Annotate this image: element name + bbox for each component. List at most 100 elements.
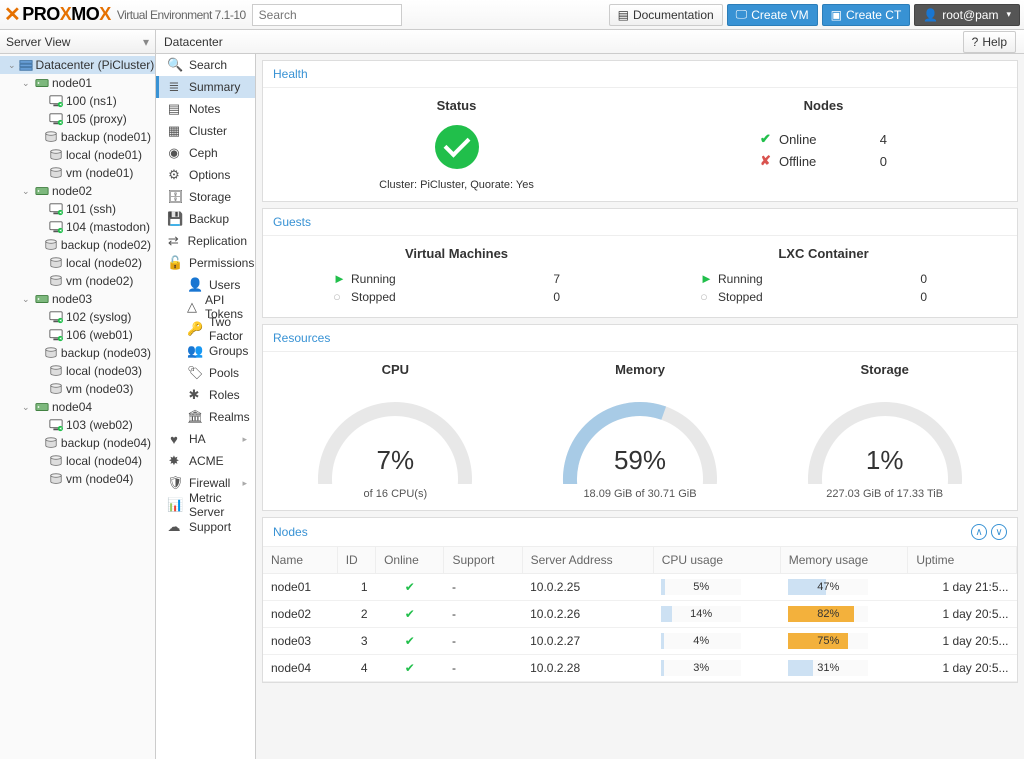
tree-item-vm[interactable]: 102 (syslog) (0, 308, 155, 326)
menu-item-pools[interactable]: 🏷Pools (156, 362, 255, 384)
tree-item-stor[interactable]: local (node02) (0, 254, 155, 272)
tree-item-node[interactable]: ⌄node04 (0, 398, 155, 416)
table-header[interactable]: Memory usage (780, 547, 908, 574)
tree-item-stor[interactable]: backup (node02) (0, 236, 155, 254)
vm-icon (49, 94, 63, 108)
cell-mem: 75% (780, 628, 908, 655)
tree-item-node[interactable]: ⌄node03 (0, 290, 155, 308)
tree-item-stor[interactable]: vm (node04) (0, 470, 155, 488)
tree-item-label: 100 (ns1) (66, 94, 117, 108)
node-icon (35, 292, 49, 306)
tree-item-vm[interactable]: 101 (ssh) (0, 200, 155, 218)
panel-title: Guests (263, 209, 1017, 236)
tree-item-vm[interactable]: 106 (web01) (0, 326, 155, 344)
menu-item-storage[interactable]: 🗄Storage (156, 186, 255, 208)
cell-mem: 31% (780, 655, 908, 682)
chevron-down-icon: ▾ (1006, 9, 1011, 20)
table-row[interactable]: node022✔-10.0.2.2614%82%1 day 20:5... (263, 601, 1017, 628)
table-row[interactable]: node033✔-10.0.2.274%75%1 day 20:5... (263, 628, 1017, 655)
expand-all-button[interactable]: ∨ (991, 524, 1007, 540)
menu-item-label: Notes (189, 102, 220, 116)
gauge-value: 7% (305, 445, 485, 476)
tree-item-vm[interactable]: 100 (ns1) (0, 92, 155, 110)
menu-item-ceph[interactable]: ◉Ceph (156, 142, 255, 164)
tree-item-stor[interactable]: local (node04) (0, 452, 155, 470)
table-row[interactable]: node011✔-10.0.2.255%47%1 day 21:5... (263, 574, 1017, 601)
menu-item-options[interactable]: ⚙Options (156, 164, 255, 186)
table-header[interactable]: Name (263, 547, 337, 574)
cell-id: 2 (337, 601, 375, 628)
menu-item-groups[interactable]: 👥Groups (156, 340, 255, 362)
tree-item-vm[interactable]: 103 (web02) (0, 416, 155, 434)
menu-item-notes[interactable]: ▤Notes (156, 98, 255, 120)
tree-item-vm[interactable]: 104 (mastodon) (0, 218, 155, 236)
caret-icon: ⌄ (22, 402, 32, 413)
tree-item-stor[interactable]: vm (node02) (0, 272, 155, 290)
stopped-icon: ○ (700, 289, 710, 304)
create-vm-button[interactable]: 🖵Create VM (727, 4, 818, 26)
vm-icon (49, 310, 63, 324)
menu-item-ha[interactable]: ♥HA▸ (156, 428, 255, 450)
table-header[interactable]: Support (444, 547, 522, 574)
table-header[interactable]: Online (376, 547, 444, 574)
table-header[interactable]: ID (337, 547, 375, 574)
tree-item-stor[interactable]: vm (node01) (0, 164, 155, 182)
x-icon: ✘ (760, 153, 771, 169)
menu-item-roles[interactable]: ✱Roles (156, 384, 255, 406)
caret-icon: ⌄ (22, 294, 32, 305)
menu-item-replication[interactable]: ⇄Replication (156, 230, 255, 252)
tree-item-dc[interactable]: ⌄Datacenter (PiCluster) (0, 56, 155, 74)
menu-item-permissions[interactable]: 🔓Permissions▸ (156, 252, 255, 274)
menu-item-summary[interactable]: ≣Summary (156, 76, 255, 98)
stor-icon (44, 130, 58, 144)
resource-mem: Memory59%18.09 GiB of 30.71 GiB (518, 362, 763, 500)
gauge: 7% (305, 389, 485, 484)
global-search-input[interactable] (252, 4, 402, 26)
status-heading: Status (273, 98, 640, 113)
menu-item-search[interactable]: 🔍Search (156, 54, 255, 76)
tree-item-stor[interactable]: backup (node03) (0, 344, 155, 362)
tree-item-stor[interactable]: backup (node04) (0, 434, 155, 452)
create-ct-button[interactable]: ▣Create CT (822, 4, 911, 26)
vm-icon (49, 112, 63, 126)
menu-item-label: Options (189, 168, 230, 182)
menu-item-label: Search (189, 58, 227, 72)
tree-item-node[interactable]: ⌄node02 (0, 182, 155, 200)
user-icon: 👤 (187, 277, 201, 293)
table-header[interactable]: Uptime (908, 547, 1017, 574)
cell-uptime: 1 day 20:5... (908, 628, 1017, 655)
table-row[interactable]: node044✔-10.0.2.283%31%1 day 20:5... (263, 655, 1017, 682)
menu-item-support[interactable]: ☁Support (156, 516, 255, 538)
view-selector[interactable]: Server View▾ (0, 30, 155, 54)
menu-item-label: Cluster (189, 124, 227, 138)
key-icon: 🔑 (187, 321, 201, 337)
menu-item-backup[interactable]: 💾Backup (156, 208, 255, 230)
tree-item-stor[interactable]: local (node03) (0, 362, 155, 380)
menu-item-label: Permissions (189, 256, 254, 270)
help-button[interactable]: ?Help (963, 31, 1016, 53)
collapse-all-button[interactable]: ∧ (971, 524, 987, 540)
cell-name: node03 (263, 628, 337, 655)
menu-item-label: HA (189, 432, 206, 446)
tree-item-node[interactable]: ⌄node01 (0, 74, 155, 92)
monitor-icon: 🖵 (736, 7, 748, 22)
table-header[interactable]: Server Address (522, 547, 653, 574)
cell-online: ✔ (376, 601, 444, 628)
documentation-button[interactable]: ▤Documentation (609, 4, 723, 26)
table-header[interactable]: CPU usage (653, 547, 780, 574)
menu-item-realms[interactable]: 🏛Realms (156, 406, 255, 428)
tree-item-stor[interactable]: local (node01) (0, 146, 155, 164)
menu-item-cluster[interactable]: ▦Cluster (156, 120, 255, 142)
chart-icon: 📊 (167, 497, 181, 513)
menu-item-metric-server[interactable]: 📊Metric Server (156, 494, 255, 516)
tree-item-stor[interactable]: vm (node03) (0, 380, 155, 398)
cell-online: ✔ (376, 574, 444, 601)
user-menu-button[interactable]: 👤root@pam▾ (914, 4, 1020, 26)
stor-icon (49, 274, 63, 288)
resource-subtext: of 16 CPU(s) (273, 488, 518, 500)
vm-heading: Virtual Machines (273, 246, 640, 261)
menu-item-acme[interactable]: ✸ACME (156, 450, 255, 472)
tree-item-stor[interactable]: backup (node01) (0, 128, 155, 146)
menu-item-two-factor[interactable]: 🔑Two Factor (156, 318, 255, 340)
tree-item-vm[interactable]: 105 (proxy) (0, 110, 155, 128)
